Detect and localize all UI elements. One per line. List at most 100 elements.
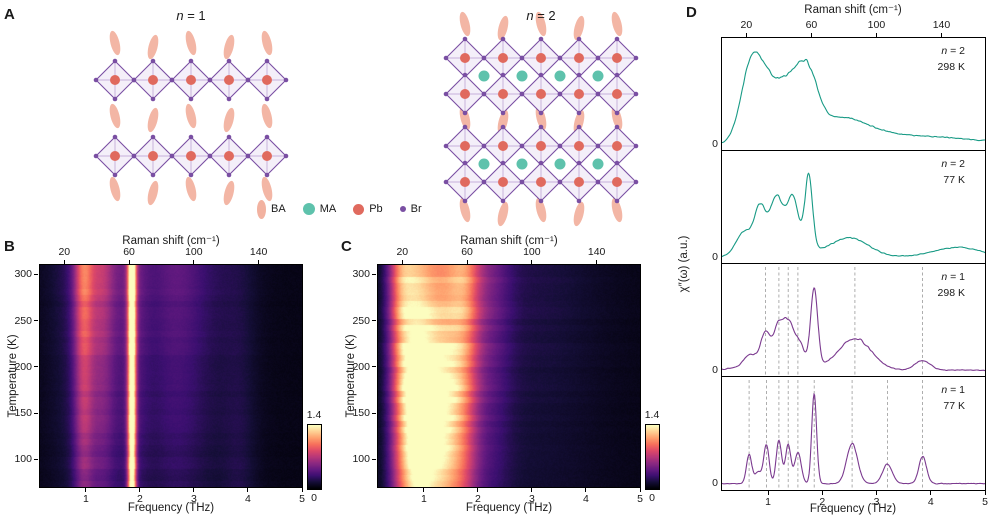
temperature-label: 298 K — [937, 286, 965, 299]
pb-atom — [574, 177, 584, 187]
legend-item-ba: BA — [257, 199, 286, 219]
ba-molecule-icon — [257, 199, 266, 219]
panel-c-x-tick — [585, 488, 587, 492]
pb-atom — [612, 53, 622, 63]
panel-c-xlabel: Frequency (THz) — [465, 502, 553, 514]
pb-atom — [110, 151, 120, 161]
panel-b-y-tick-label: 200 — [14, 360, 32, 373]
panel-b-x-tick-label: 1 — [82, 493, 89, 505]
spectrum-annotation-0: n = 2 298 K — [938, 44, 965, 76]
br-atom — [226, 172, 232, 178]
pb-atom — [148, 75, 158, 85]
br-atom — [481, 179, 487, 185]
raman-spectrum-curve — [722, 392, 985, 485]
br-atom — [633, 91, 639, 97]
panel-b-y-tick-label: 150 — [14, 407, 32, 419]
br-atom — [226, 58, 232, 64]
pb-atom — [574, 141, 584, 151]
structure-n2-title: n = 2 — [526, 8, 555, 23]
ba-spacer-molecule — [459, 105, 471, 131]
n-variable: n — [941, 384, 948, 396]
panel-b-top-tick-label: 60 — [123, 246, 135, 258]
panel-a-legend: BA MA Pb Br — [257, 197, 422, 221]
panel-b-x-tick-label: 2 — [137, 493, 143, 505]
br-atom — [150, 96, 156, 102]
ba-spacer-molecule — [147, 34, 159, 60]
br-atom — [519, 143, 525, 149]
panel-c-top-tick-label: 140 — [587, 246, 606, 258]
panel-b-y-tick-label: 300 — [14, 268, 32, 281]
temperature-label: 298 K — [937, 60, 965, 73]
panel-c-top-tick-label: 60 — [461, 246, 473, 258]
br-atom — [112, 96, 118, 102]
panel-c-x-tick — [423, 488, 425, 492]
panel-c-label: C — [341, 238, 352, 255]
n-variable: n — [176, 8, 184, 23]
ba-spacer-molecule — [185, 103, 197, 129]
br-atom — [131, 77, 137, 83]
br-atom — [226, 134, 232, 140]
panel-d-x-tick — [876, 491, 878, 495]
ma-molecule-icon — [302, 203, 315, 215]
panel-b-colorbar-max: 1.4 — [306, 409, 322, 421]
panel-d-x-tick — [930, 491, 932, 495]
ma-molecule — [554, 158, 566, 170]
panel-b-x-tick — [139, 488, 141, 492]
ba-spacer-molecule — [535, 11, 547, 37]
ba-spacer-molecule — [611, 11, 623, 37]
ba-spacer-molecule — [109, 176, 121, 202]
panel-c-y-tick-label: 200 — [352, 360, 370, 373]
legend-item-br: Br — [399, 203, 422, 215]
panel-b-plot — [39, 264, 303, 488]
panel-d-top-axis-title: Raman shift (cm⁻¹) — [804, 4, 902, 16]
br-atom — [595, 179, 601, 185]
legend-label-pb: Pb — [369, 203, 383, 215]
br-atom — [481, 55, 487, 61]
br-atom — [207, 153, 213, 159]
panel-d-x-tick-label: 1 — [765, 496, 771, 508]
n-value: = 2 — [947, 158, 965, 170]
br-atom — [519, 179, 525, 185]
br-atom — [500, 72, 506, 78]
heatmap-b-canvas — [40, 265, 302, 487]
pb-atom — [498, 177, 508, 187]
pb-atom — [224, 151, 234, 161]
ma-molecule — [554, 70, 566, 82]
pb-atom — [612, 141, 622, 151]
ba-spacer-molecule — [611, 197, 623, 223]
br-atom — [169, 153, 175, 159]
panel-c-x-tick-label: 4 — [583, 493, 589, 505]
br-atom — [557, 179, 563, 185]
panel-b-top-tick — [128, 260, 130, 264]
br-atom — [462, 36, 468, 42]
panel-d-top-tick — [940, 33, 942, 37]
br-atom — [633, 179, 639, 185]
raman-spectrum-curve — [722, 172, 985, 258]
panel-b-x-tick-label: 4 — [245, 493, 251, 505]
br-atom — [188, 58, 194, 64]
ba-spacer-molecule — [535, 197, 547, 223]
pb-atom — [536, 141, 546, 151]
pb-atom — [574, 53, 584, 63]
ma-molecule — [478, 158, 490, 170]
ba-spacer-molecule — [573, 201, 585, 227]
br-atom — [245, 77, 251, 83]
br-atom — [500, 36, 506, 42]
br-atom — [462, 72, 468, 78]
br-atom — [188, 134, 194, 140]
panel-d-x-tick — [984, 491, 986, 495]
pb-atom — [536, 53, 546, 63]
panel-b-top-tick — [193, 260, 195, 264]
panel-c-top-tick — [596, 260, 598, 264]
br-atom — [112, 134, 118, 140]
panel-d-top-tick-label: 100 — [867, 19, 886, 31]
pb-atom — [262, 75, 272, 85]
n-variable: n — [941, 271, 948, 283]
pb-atom — [224, 75, 234, 85]
panel-d-top-tick — [745, 33, 747, 37]
br-atom — [150, 172, 156, 178]
br-atom — [519, 91, 525, 97]
panel-c-x-tick — [531, 488, 533, 492]
pb-atom — [110, 75, 120, 85]
br-atom — [538, 72, 544, 78]
